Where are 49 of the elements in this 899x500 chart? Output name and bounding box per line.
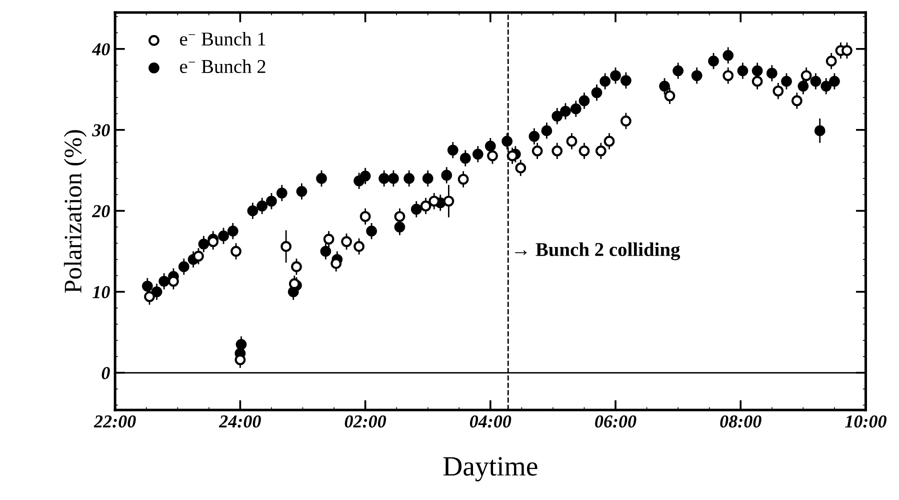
point (323, 234, 334, 245)
point (722, 70, 734, 82)
point (826, 56, 837, 67)
legend-label: e$^{−}$ Bunch 2 (180, 59, 266, 74)
y-tick-label: 10 (92, 286, 110, 298)
x-tick-label: 10:00 (845, 415, 886, 428)
x-tick-label: 06:00 (595, 415, 636, 428)
y-tick-label: 0 (102, 367, 110, 380)
point (354, 241, 364, 252)
point (193, 250, 204, 262)
x-tick-label: 02:00 (344, 415, 386, 428)
point (144, 291, 155, 302)
x-tick-label: 08:00 (720, 415, 762, 428)
point (443, 196, 454, 207)
y-tick-label: 20 (92, 205, 110, 218)
point (800, 70, 812, 82)
point (487, 150, 498, 162)
point (532, 146, 543, 156)
point (280, 241, 292, 252)
point (604, 136, 615, 147)
legend-label: e$^{−}$ Bunch 1 (180, 32, 266, 46)
point (791, 95, 802, 106)
y-axis-title: Polarization (%) (64, 130, 87, 293)
point (664, 90, 676, 102)
point (341, 236, 352, 248)
point (552, 146, 563, 156)
x-tick-label: 22:00 (94, 415, 136, 428)
x-axis-title: Daytime (443, 457, 538, 482)
y-tick-label: 30 (92, 124, 110, 136)
point (428, 196, 440, 207)
point (291, 261, 302, 272)
point (752, 76, 763, 87)
point (230, 246, 242, 257)
point (595, 146, 606, 156)
x-tick-label: 24:00 (218, 415, 261, 428)
x-tick-label: 04:00 (470, 415, 512, 428)
point (394, 211, 406, 222)
point (360, 211, 371, 222)
point (420, 200, 432, 212)
point (506, 150, 518, 162)
point (620, 116, 632, 126)
ref-line-label: → Bunch 2 colliding (515, 242, 680, 260)
point (842, 45, 852, 56)
point (578, 146, 590, 156)
point (515, 162, 526, 174)
point (458, 174, 469, 185)
point (566, 136, 578, 147)
y-tick-label: 40 (92, 43, 110, 56)
point (772, 86, 784, 96)
